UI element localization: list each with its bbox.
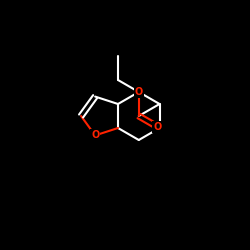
Text: O: O [91,130,99,140]
Text: O: O [153,122,162,132]
Text: O: O [135,87,143,97]
